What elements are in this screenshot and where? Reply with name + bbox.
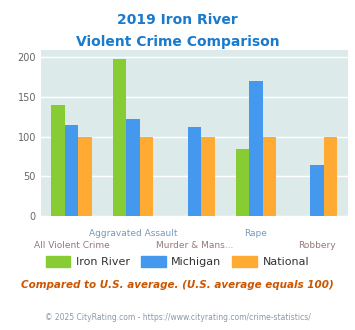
Text: Robbery: Robbery: [299, 241, 336, 250]
Text: Violent Crime Comparison: Violent Crime Comparison: [76, 35, 279, 49]
Bar: [140, 137, 153, 216]
Bar: [78, 137, 92, 216]
Bar: [249, 81, 263, 216]
Text: All Violent Crime: All Violent Crime: [34, 241, 109, 250]
Text: Murder & Mans...: Murder & Mans...: [156, 241, 233, 250]
Bar: [263, 137, 276, 216]
Legend: Iron River, Michigan, National: Iron River, Michigan, National: [42, 251, 313, 271]
Bar: [65, 125, 78, 216]
Text: Aggravated Assault: Aggravated Assault: [89, 229, 177, 238]
Bar: [187, 127, 201, 216]
Bar: [113, 59, 126, 216]
Bar: [235, 149, 249, 216]
Bar: [324, 137, 338, 216]
Text: 2019 Iron River: 2019 Iron River: [117, 13, 238, 27]
Text: Rape: Rape: [244, 229, 267, 238]
Bar: [310, 165, 324, 216]
Bar: [201, 137, 215, 216]
Bar: [51, 105, 65, 216]
Text: © 2025 CityRating.com - https://www.cityrating.com/crime-statistics/: © 2025 CityRating.com - https://www.city…: [45, 313, 310, 322]
Text: Compared to U.S. average. (U.S. average equals 100): Compared to U.S. average. (U.S. average …: [21, 280, 334, 290]
Bar: [126, 119, 140, 216]
